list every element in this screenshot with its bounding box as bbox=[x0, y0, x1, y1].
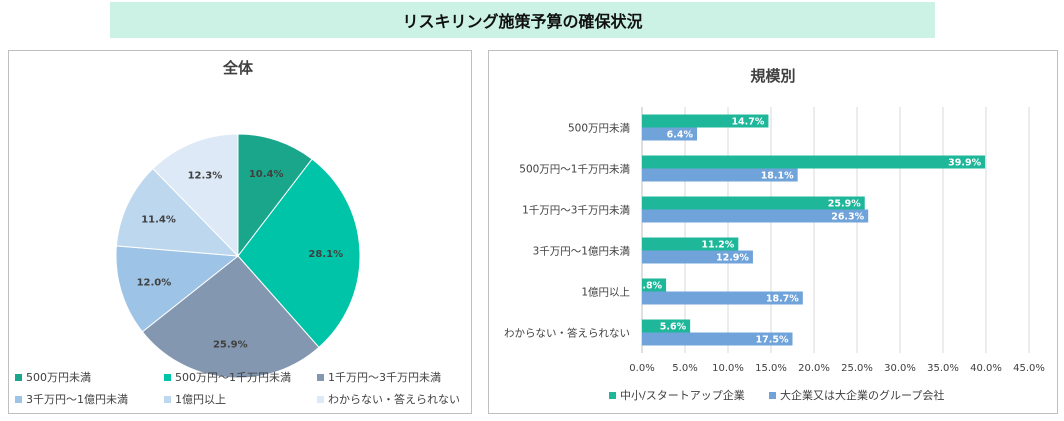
legend-label: 3千万円～1億円未満 bbox=[26, 393, 128, 406]
bar-data-label: 39.9% bbox=[948, 158, 981, 169]
pie-slice bbox=[152, 133, 239, 258]
x-tick-label: 35.0% bbox=[927, 363, 959, 374]
bar-data-label: 6.4% bbox=[667, 130, 694, 141]
bar-data-label: 11.2% bbox=[701, 240, 734, 251]
pie-slice bbox=[141, 255, 320, 379]
x-tick-label: 45.0% bbox=[1013, 363, 1045, 374]
pie-slice bbox=[237, 158, 361, 349]
bar-data-label: 12.9% bbox=[716, 253, 749, 264]
bar bbox=[642, 319, 691, 333]
pie-data-label: 28.1% bbox=[308, 249, 343, 260]
bar-data-label: 2.8% bbox=[636, 281, 663, 292]
bar-data-label: 26.3% bbox=[831, 212, 864, 223]
pie-slice bbox=[115, 167, 240, 257]
bar-title: 規模別 bbox=[750, 67, 795, 85]
bar bbox=[642, 278, 667, 292]
bar bbox=[642, 127, 698, 141]
pie-legend-item: 3千万円～1億円未満 bbox=[15, 391, 128, 407]
x-tick-label: 0.0% bbox=[629, 363, 654, 374]
pie-data-label: 12.3% bbox=[188, 171, 223, 182]
pie-slice bbox=[237, 133, 313, 258]
legend-swatch bbox=[317, 395, 324, 403]
x-tick-label: 5.0% bbox=[672, 363, 697, 374]
legend-swatch bbox=[164, 373, 171, 381]
size-bar-chart-panel: 規模別 0.0% 5.0% 10.0% 15.0% 20.0% 25.0% 30.0% 35.0… bbox=[488, 50, 1058, 414]
x-tick-label: 25.0% bbox=[841, 363, 873, 374]
legend-swatch bbox=[164, 395, 171, 403]
bar bbox=[642, 196, 865, 210]
x-tick-label: 30.0% bbox=[884, 363, 916, 374]
bar-legend-item: 中小/スタートアップ企業 bbox=[609, 387, 745, 403]
bar bbox=[642, 155, 986, 169]
overall-pie-chart-panel: 全体 10.4% 28.1% 25.9% 12.0% 11.4% 12.3% 500万円未満… bbox=[8, 50, 472, 414]
category-label: 500万円未満 bbox=[568, 123, 631, 135]
pie-legend-item: わからない・答えられない bbox=[317, 391, 460, 407]
pie-title: 全体 bbox=[222, 59, 254, 77]
legend-label: わからない・答えられない bbox=[328, 393, 460, 406]
pie-data-label: 12.0% bbox=[137, 277, 172, 288]
bar bbox=[642, 291, 803, 305]
category-label: 3千万円～1億円未満 bbox=[533, 245, 631, 258]
legend-label: 大企業又は大企業のグループ会社 bbox=[780, 389, 945, 402]
bar-data-label: 25.9% bbox=[828, 199, 861, 210]
legend-label: 1千万円～3千万円未満 bbox=[328, 371, 441, 384]
legend-swatch bbox=[15, 395, 22, 403]
bar-data-label: 5.6% bbox=[660, 322, 687, 333]
bar-data-label: 18.1% bbox=[761, 171, 794, 182]
x-tick-label: 10.0% bbox=[712, 363, 744, 374]
legend-swatch bbox=[609, 391, 616, 399]
pie-slice bbox=[115, 245, 240, 333]
category-label: 500万円～1千万円未満 bbox=[519, 164, 630, 176]
bar-data-label: 18.7% bbox=[766, 294, 799, 305]
bar bbox=[642, 209, 869, 223]
bar bbox=[642, 114, 769, 128]
bar-data-label: 17.5% bbox=[756, 335, 789, 346]
pie-data-label: 11.4% bbox=[141, 215, 176, 226]
legend-swatch bbox=[15, 373, 22, 381]
x-tick-label: 40.0% bbox=[970, 363, 1002, 374]
category-label: わからない・答えられない bbox=[504, 327, 630, 340]
legend-label: 500万円～1千万円未満 bbox=[175, 371, 291, 384]
pie-legend-item: 1億円以上 bbox=[164, 391, 226, 407]
bar-data-label: 14.7% bbox=[731, 117, 764, 128]
x-tick-label: 20.0% bbox=[798, 363, 830, 374]
bar bbox=[642, 250, 753, 264]
banner-title: リスキリング施策予算の確保状況 bbox=[110, 2, 935, 38]
bar bbox=[642, 168, 798, 182]
x-tick-label: 15.0% bbox=[755, 363, 787, 374]
pie-data-label: 10.4% bbox=[249, 169, 284, 180]
legend-swatch bbox=[317, 373, 324, 381]
bar bbox=[642, 237, 739, 251]
pie-legend-item: 500万円～1千万円未満 bbox=[164, 369, 291, 385]
category-label: 1千万円～3千万円未満 bbox=[522, 205, 630, 217]
pie-legend-item: 1千万円～3千万円未満 bbox=[317, 369, 441, 385]
legend-label: 500万円未満 bbox=[26, 371, 91, 384]
category-label: 1億円以上 bbox=[581, 286, 630, 299]
legend-swatch bbox=[769, 391, 776, 399]
bar-legend-item: 大企業又は大企業のグループ会社 bbox=[769, 387, 944, 403]
bar-chart: 規模別 0.0% 5.0% 10.0% 15.0% 20.0% 25.0% 30.0% 35.0… bbox=[504, 67, 1045, 374]
pie-chart: 全体 10.4% 28.1% 25.9% 12.0% 11.4% 12.3% bbox=[115, 59, 361, 379]
legend-label: 中小/スタートアップ企業 bbox=[620, 389, 745, 402]
pie-legend-item: 500万円未満 bbox=[15, 369, 91, 385]
bar bbox=[642, 332, 793, 346]
pie-data-label: 25.9% bbox=[213, 340, 248, 351]
legend-label: 1億円以上 bbox=[175, 393, 226, 406]
